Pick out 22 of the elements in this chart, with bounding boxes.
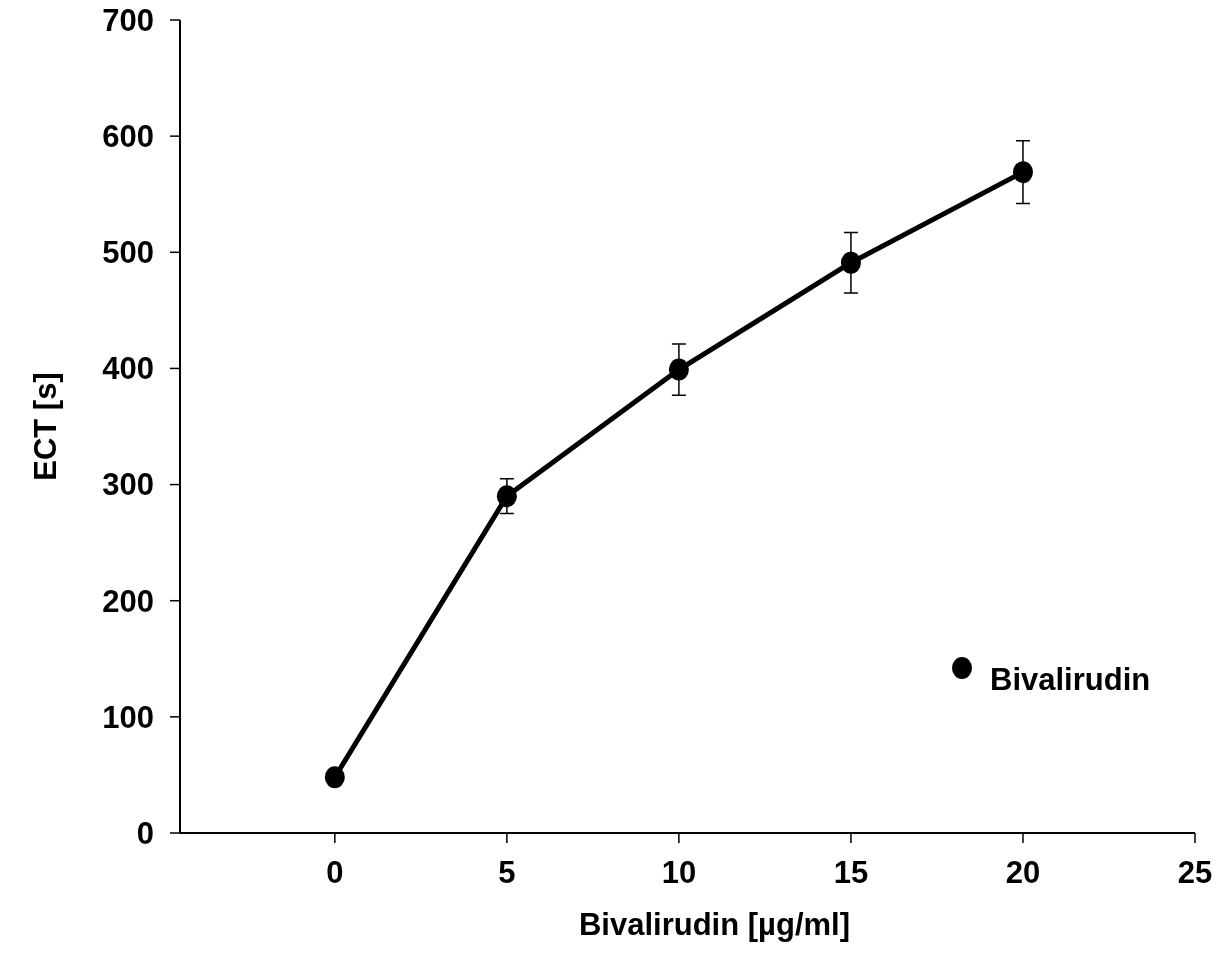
- point: [1012, 161, 1033, 184]
- point: [668, 358, 689, 381]
- y-tick-label: 100: [102, 699, 154, 735]
- y-tick-label: 400: [102, 351, 154, 387]
- y-tick-label: 600: [102, 118, 154, 154]
- x-tick-label: 25: [1177, 855, 1213, 890]
- x-tick-label: 10: [661, 855, 697, 890]
- legend-label: Bivalirudin: [990, 661, 1151, 697]
- x-axis-title: Bivalirudin [µg/ml]: [578, 907, 851, 942]
- x-tick-label: 15: [833, 855, 869, 890]
- y-tick-label: 300: [102, 467, 154, 503]
- y-tick-label: 700: [102, 2, 154, 38]
- point: [324, 766, 345, 789]
- x-tick-label: 5: [498, 855, 516, 890]
- y-tick-label: 200: [102, 583, 154, 619]
- point: [496, 485, 517, 508]
- x-tick-label: 0: [326, 855, 344, 890]
- y-axis-title: ECT [s]: [28, 372, 63, 481]
- y-tick-label: 500: [102, 235, 154, 271]
- point: [840, 251, 861, 274]
- y-tick-label: 0: [136, 815, 154, 851]
- x-tick-label: 20: [1005, 855, 1041, 890]
